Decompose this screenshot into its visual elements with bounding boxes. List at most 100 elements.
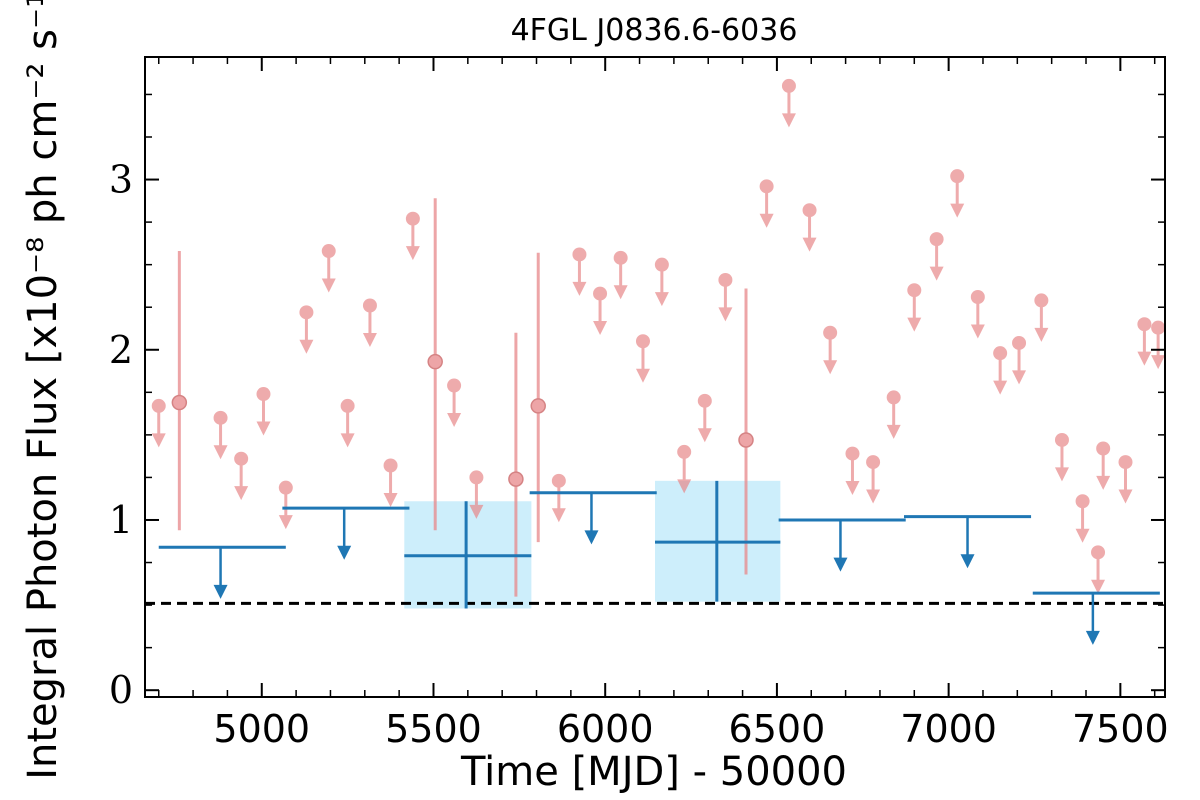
upper-limit-arrowhead — [697, 428, 712, 443]
monthly-upper-limit-point — [256, 387, 271, 402]
upper-limit-arrowhead — [551, 508, 566, 523]
yearly-upper-limit-arrowhead — [213, 584, 228, 599]
monthly-upper-limit — [1054, 432, 1069, 482]
yearly-upper-limit-arrowhead — [1085, 630, 1100, 645]
monthly-upper-limit-point — [321, 244, 336, 259]
monthly-detection-point — [427, 353, 443, 370]
monthly-upper-limit — [321, 244, 336, 293]
monthly-upper-limit — [823, 325, 838, 375]
axis-ticks: 5000 5500 6000 6500 7000 7500 0 1 2 3 — [109, 57, 1169, 751]
monthly-upper-limit-point — [950, 169, 965, 184]
monthly-upper-limit-point — [299, 305, 314, 320]
y-tick-label: 3 — [109, 158, 133, 202]
monthly-upper-limit-point — [1091, 545, 1106, 560]
monthly-upper-limit-point — [278, 480, 293, 495]
monthly-upper-limit — [697, 393, 712, 443]
monthly-upper-limit-point — [340, 398, 355, 413]
upper-limit-arrowhead — [278, 515, 293, 530]
monthly-upper-limit — [213, 410, 228, 460]
monthly-upper-limit-point — [551, 473, 566, 488]
y-tick-label: 0 — [109, 668, 133, 712]
upper-limit-arrowhead — [929, 266, 944, 281]
monthly-upper-limit-point — [635, 334, 650, 349]
monthly-upper-limit — [781, 78, 796, 128]
monthly-upper-limit — [234, 451, 249, 501]
upper-limit-arrowhead — [1137, 351, 1152, 366]
monthly-upper-limit-point — [1075, 494, 1090, 509]
monthly-upper-limit-point — [866, 455, 881, 470]
monthly-detection — [171, 251, 188, 531]
monthly-upper-limit — [929, 232, 944, 281]
upper-limit-arrowhead — [151, 433, 166, 448]
plot-frame — [144, 56, 1166, 698]
upper-limit-arrowhead — [405, 246, 420, 261]
upper-limit-arrowhead — [950, 203, 965, 218]
upper-limit-arrowhead — [1091, 579, 1106, 594]
monthly-upper-limit — [278, 480, 293, 530]
monthly-upper-limit — [866, 455, 881, 504]
monthly-upper-limit — [447, 378, 462, 427]
monthly-upper-limit — [677, 444, 692, 494]
x-tick-label: 7000 — [900, 707, 997, 751]
monthly-upper-limit — [613, 250, 628, 300]
monthly-upper-limit-point — [1151, 320, 1166, 335]
upper-limit-arrowhead — [781, 113, 796, 128]
monthly-detection — [427, 198, 443, 531]
monthly-upper-limit — [340, 398, 355, 448]
monthly-upper-limit-point — [886, 390, 901, 405]
upper-limit-arrowhead — [635, 368, 650, 383]
monthly-upper-limit-point — [362, 298, 377, 313]
upper-limit-arrowhead — [886, 424, 901, 439]
upper-limit-arrowhead — [970, 324, 985, 339]
monthly-upper-limit-point — [593, 286, 608, 301]
upper-limit-arrowhead — [718, 307, 733, 322]
monthly-upper-limit — [970, 290, 985, 339]
monthly-upper-limit-point — [613, 250, 628, 265]
upper-limit-arrowhead — [321, 278, 336, 293]
upper-limit-arrowhead — [572, 281, 587, 296]
monthly-upper-limit — [1091, 545, 1106, 594]
monthly-detection-point — [508, 471, 524, 487]
upper-limit-arrowhead — [1034, 327, 1049, 342]
upper-limit-arrowhead — [256, 421, 271, 436]
upper-limit-arrowhead — [677, 479, 692, 494]
monthly-detection-point — [530, 398, 546, 414]
upper-limit-arrowhead — [213, 445, 228, 460]
monthly-upper-limit-point — [718, 272, 733, 287]
monthly-upper-limit — [886, 390, 901, 439]
upper-limit-arrowhead — [654, 292, 669, 307]
monthly-upper-limit — [1034, 293, 1049, 342]
upper-limit-arrowhead — [866, 489, 881, 504]
monthly-upper-limit — [654, 257, 669, 307]
chart-title: 4FGL J0836.6-6036 — [511, 13, 798, 48]
monthly-upper-limit — [593, 286, 608, 336]
yearly-upper-limit-arrowhead — [337, 545, 352, 560]
upper-limit-arrowhead — [299, 339, 314, 354]
monthly-upper-limit-point — [907, 283, 922, 298]
y-axis-label: Integral Photon Flux [x10⁻⁸ ph cm⁻² s⁻¹] — [20, 0, 66, 780]
upper-limit-arrowhead — [362, 332, 377, 347]
monthly-upper-limit — [151, 398, 166, 448]
monthly-upper-limit — [469, 470, 484, 519]
monthly-upper-limit — [405, 211, 420, 261]
upper-limit-arrowhead — [447, 412, 462, 427]
upper-limit-arrowhead — [907, 317, 922, 332]
monthly-detection — [738, 288, 754, 575]
upper-limit-arrowhead — [759, 213, 774, 228]
monthly-upper-limit — [572, 247, 587, 296]
monthly-upper-limit-point — [1118, 455, 1133, 470]
upper-limit-arrowhead — [1096, 475, 1111, 490]
upper-limit-arrowhead — [1012, 370, 1027, 385]
monthly-upper-limit-point — [1096, 441, 1111, 456]
upper-limit-arrowhead — [993, 380, 1008, 395]
monthly-upper-limit-point — [677, 444, 692, 459]
monthly-upper-limit-point — [1137, 317, 1152, 332]
monthly-upper-limit-point — [970, 290, 985, 304]
upper-limit-arrowhead — [469, 504, 484, 519]
upper-limit-arrowhead — [340, 433, 355, 448]
monthly-upper-limit-point — [1034, 293, 1049, 308]
monthly-upper-limit-point — [234, 451, 249, 466]
monthly-upper-limit — [1012, 335, 1027, 385]
monthly-upper-limit — [950, 169, 965, 218]
